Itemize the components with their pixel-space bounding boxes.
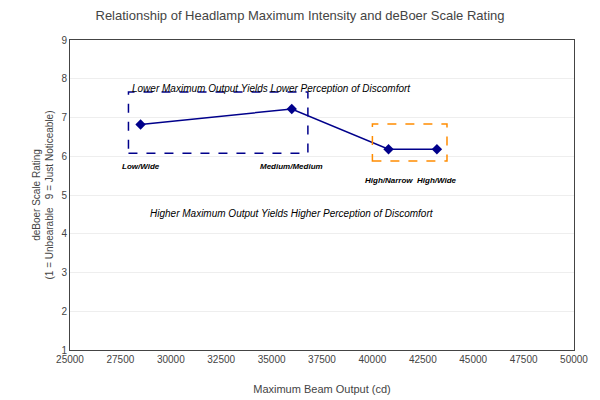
svg-text:Lower Maximum Output Yields Lo: Lower Maximum Output Yields Lower Percep… [132, 83, 411, 94]
svg-text:1: 1 [61, 345, 67, 356]
svg-text:42500: 42500 [409, 354, 437, 365]
svg-text:47500: 47500 [510, 354, 538, 365]
svg-text:40000: 40000 [358, 354, 386, 365]
svg-text:Relationship of Headlamp Maxim: Relationship of Headlamp Maximum Intensi… [96, 8, 505, 23]
svg-text:3: 3 [61, 267, 67, 278]
svg-text:32500: 32500 [207, 354, 235, 365]
svg-text:High/Narrow: High/Narrow [365, 176, 413, 185]
svg-text:High/Wide: High/Wide [417, 176, 457, 185]
svg-text:4: 4 [61, 228, 67, 239]
svg-text:35000: 35000 [258, 354, 286, 365]
svg-text:25000: 25000 [56, 354, 84, 365]
svg-text:37500: 37500 [308, 354, 336, 365]
svg-text:50000: 50000 [560, 354, 588, 365]
svg-text:Medium/Medium: Medium/Medium [260, 162, 323, 171]
svg-text:Maximum Beam Output (cd): Maximum Beam Output (cd) [253, 383, 391, 395]
svg-text:Higher Maximum Output Yields H: Higher Maximum Output Yields Higher Perc… [150, 208, 434, 219]
svg-text:9: 9 [61, 35, 67, 46]
svg-text:Low/Wide: Low/Wide [122, 162, 160, 171]
svg-text:5: 5 [61, 190, 67, 201]
svg-text:6: 6 [61, 151, 67, 162]
svg-text:7: 7 [61, 112, 67, 123]
svg-text:deBoer Scale Rating(1 = Unbear: deBoer Scale Rating(1 = Unbearable 9 = J… [31, 111, 55, 280]
svg-text:2: 2 [61, 306, 67, 317]
svg-text:8: 8 [61, 73, 67, 84]
svg-text:45000: 45000 [459, 354, 487, 365]
svg-text:30000: 30000 [157, 354, 185, 365]
svg-text:27500: 27500 [106, 354, 134, 365]
